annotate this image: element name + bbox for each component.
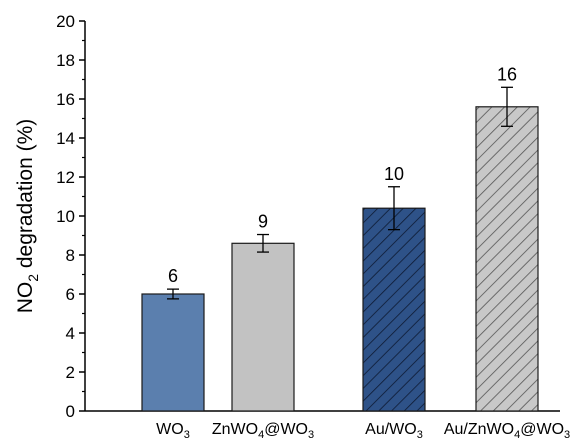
x-tick-label: WO3 bbox=[156, 421, 190, 441]
data-label: 9 bbox=[258, 212, 268, 232]
y-tick-label: 20 bbox=[56, 12, 75, 31]
bars bbox=[141, 86, 539, 412]
x-tick-label-part: WO bbox=[156, 421, 184, 438]
x-tick-label-sub: 3 bbox=[184, 429, 190, 441]
x-tick-label-part: @WO bbox=[264, 421, 308, 438]
x-tick-label: ZnWO4@WO3 bbox=[212, 421, 314, 441]
data-label: 10 bbox=[384, 164, 404, 184]
x-tick-label: Au/WO3 bbox=[365, 421, 423, 441]
y-tick-label: 6 bbox=[66, 285, 75, 304]
bar-Au/WO3 bbox=[362, 207, 426, 412]
data-label: 16 bbox=[497, 64, 517, 84]
y-axis-title-part: degradation (%) bbox=[14, 119, 37, 274]
y-axis-title-part: NO bbox=[14, 282, 37, 314]
y-tick-label: 4 bbox=[66, 324, 75, 343]
bar-Au/ZnWO4@WO3 bbox=[475, 106, 539, 412]
y-tick-label: 2 bbox=[66, 363, 75, 382]
x-tick-label: Au/ZnWO4@WO3 bbox=[444, 421, 570, 441]
x-tick-label-sub: 3 bbox=[308, 429, 314, 441]
x-tick-label-sub: 4 bbox=[514, 429, 520, 441]
bar-WO3 bbox=[141, 293, 205, 412]
y-axis-title-sub: 2 bbox=[25, 274, 41, 282]
x-tick-label-sub: 3 bbox=[417, 429, 423, 441]
y-tick-label: 8 bbox=[66, 246, 75, 265]
y-tick-label: 12 bbox=[56, 168, 75, 187]
bar-ZnWO4@WO3 bbox=[231, 242, 295, 412]
y-tick-label: 16 bbox=[56, 90, 75, 109]
y-tick-label: 10 bbox=[56, 207, 75, 226]
x-tick-label-part: Au/ZnWO bbox=[444, 421, 514, 438]
x-tick-label-sub: 3 bbox=[564, 429, 570, 441]
x-tick-label-part: Au/WO bbox=[365, 421, 417, 438]
data-label: 6 bbox=[168, 266, 178, 286]
x-tick-label-part: ZnWO bbox=[212, 421, 258, 438]
x-tick-label-sub: 4 bbox=[258, 429, 264, 441]
y-tick-label: 0 bbox=[66, 402, 75, 421]
x-tick-label-part: @WO bbox=[520, 421, 564, 438]
y-axis-title: NO2 degradation (%) bbox=[14, 119, 41, 314]
y-tick-label: 18 bbox=[56, 51, 75, 70]
y-tick-label: 14 bbox=[56, 129, 75, 148]
